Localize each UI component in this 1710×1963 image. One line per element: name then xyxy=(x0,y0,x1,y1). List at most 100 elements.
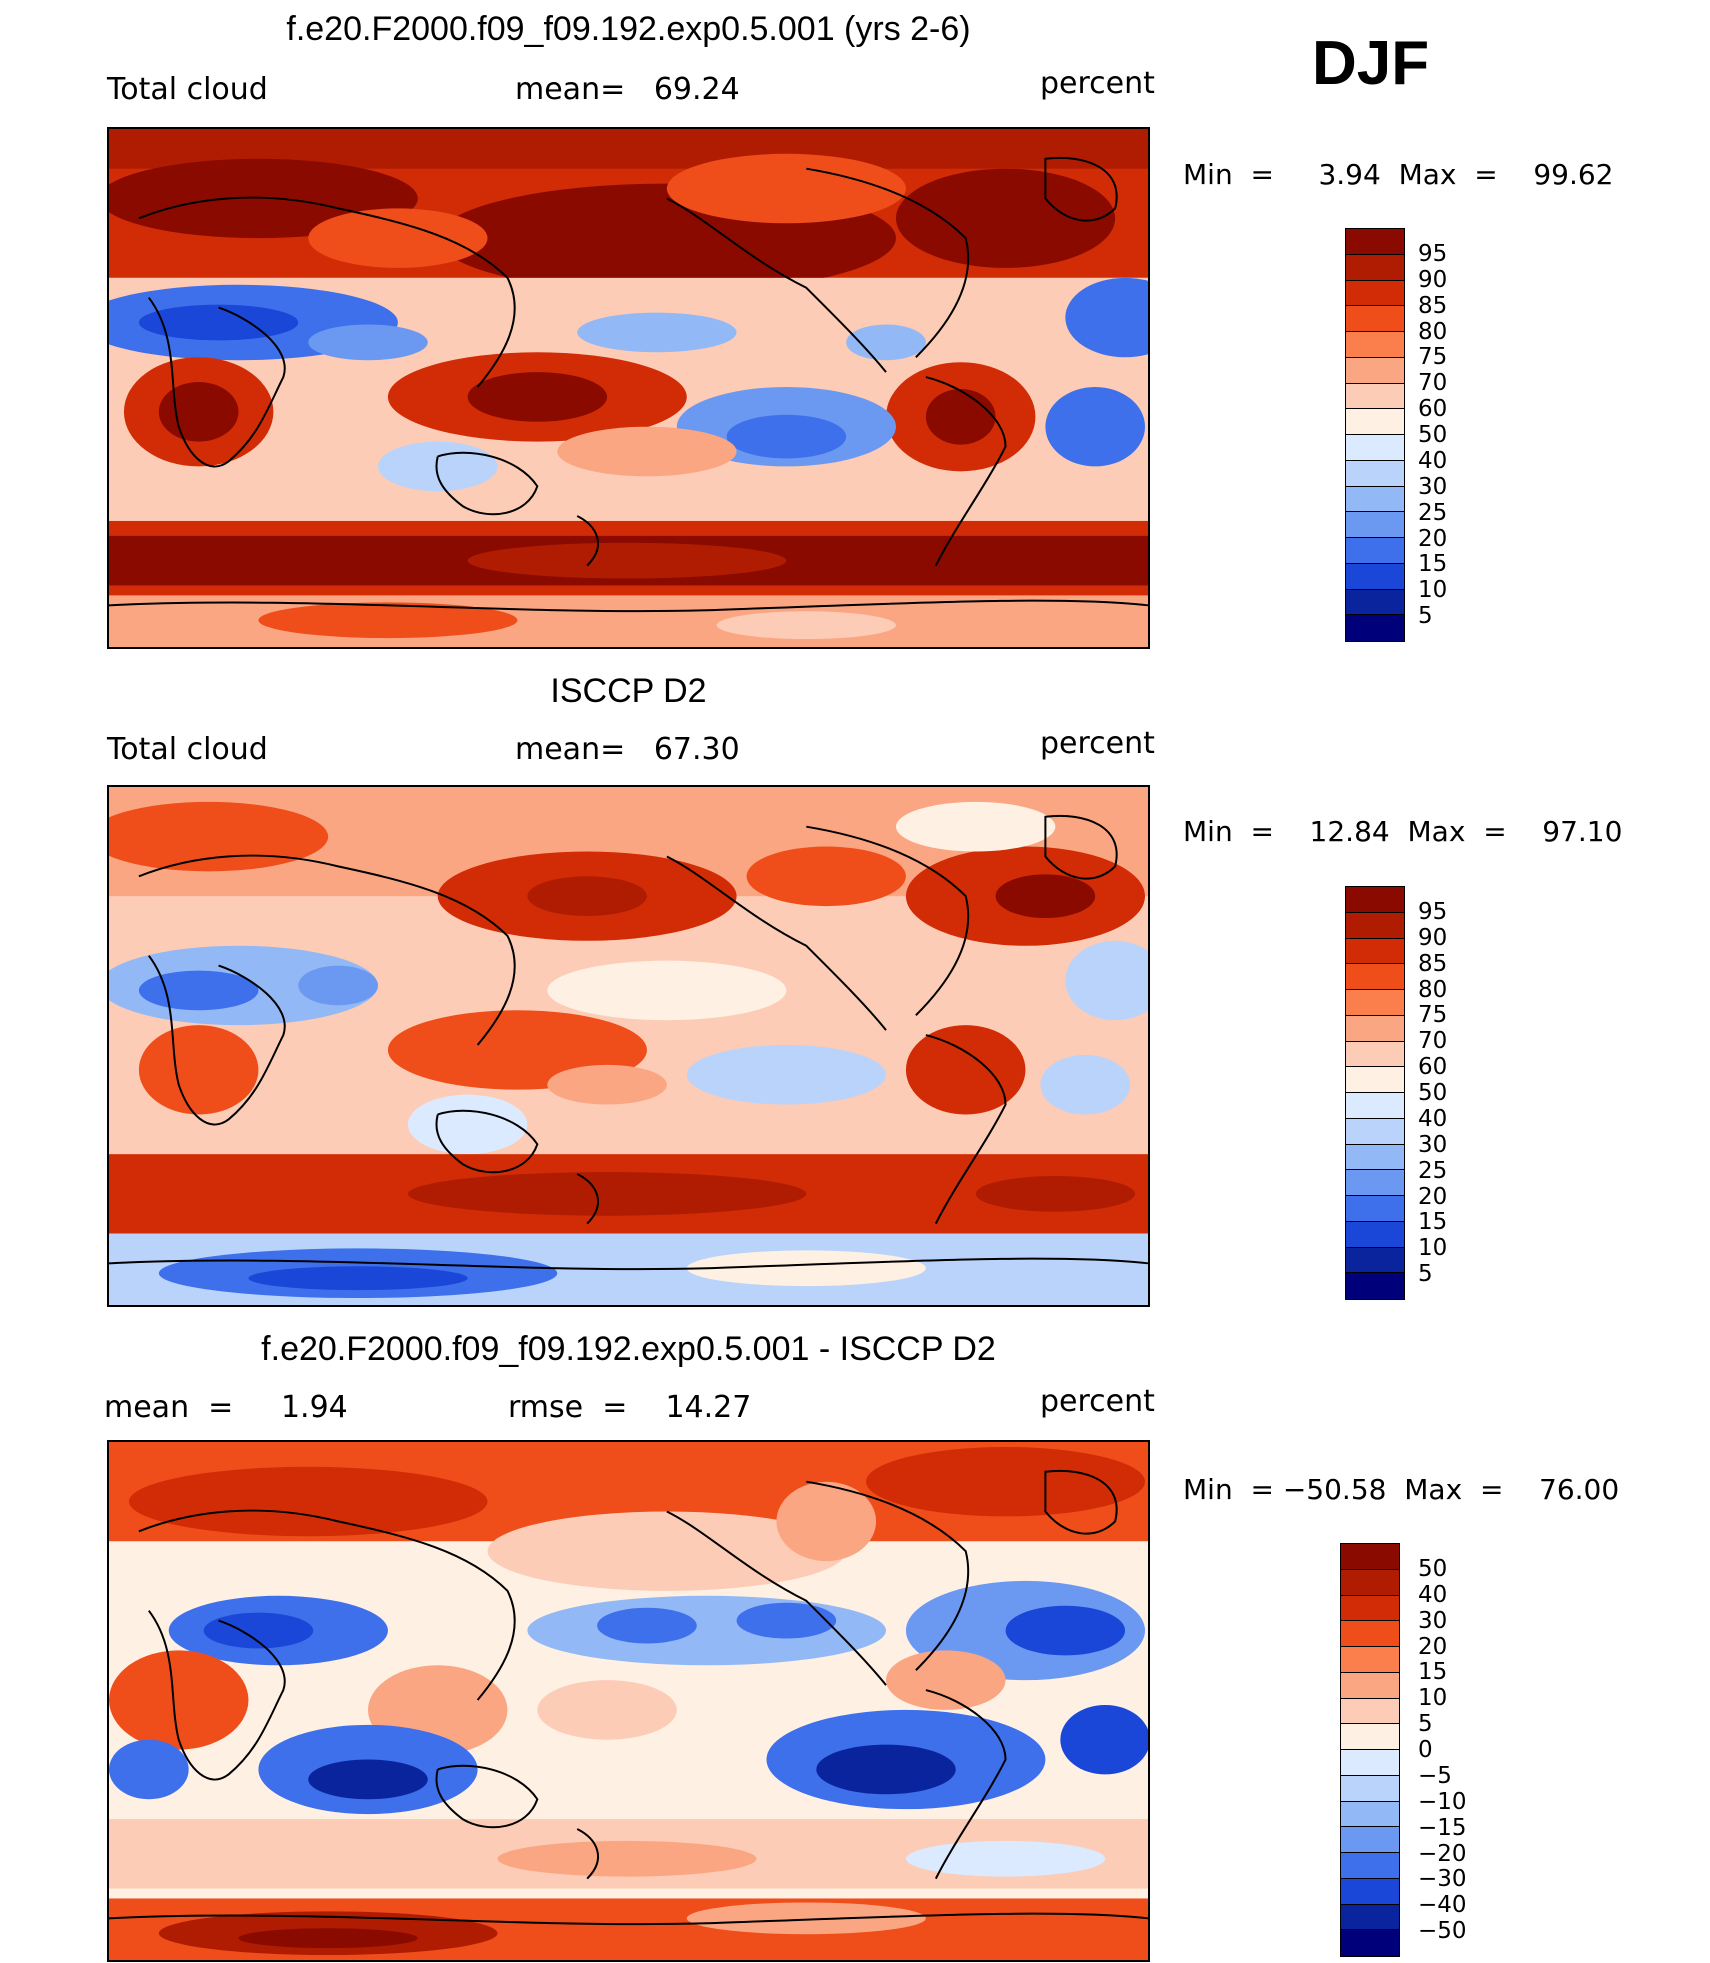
colorbar-level-label: 20 xyxy=(1418,525,1448,552)
colorbar-level-label: −10 xyxy=(1418,1788,1467,1815)
panel-1-map xyxy=(107,127,1150,649)
panel-3-title: f.e20.F2000.f09_f09.192.exp0.5.001 - ISC… xyxy=(261,1330,996,1368)
season-label: DJF xyxy=(1312,29,1430,98)
colorbar-level-label: 50 xyxy=(1418,1080,1448,1106)
colorbar-level-label: 85 xyxy=(1418,950,1448,977)
colorbar-level-label: 85 xyxy=(1418,292,1448,319)
colorbar-swatch xyxy=(1341,1672,1399,1699)
colorbar-swatch xyxy=(1346,589,1404,616)
colorbar-swatch xyxy=(1346,563,1404,590)
colorbar-swatch xyxy=(1341,1878,1399,1905)
colorbar-swatch xyxy=(1346,938,1404,965)
panel-1-contour-field xyxy=(109,129,1148,647)
colorbar-swatch xyxy=(1346,512,1404,538)
panel-3-map xyxy=(107,1440,1150,1962)
panel-1-variable-label: Total cloud xyxy=(107,72,268,107)
colorbar-level-label: 10 xyxy=(1418,577,1448,604)
colorbar-level-label: 40 xyxy=(1418,1105,1448,1132)
colorbar-swatch xyxy=(1346,887,1404,913)
colorbar-level-label: 70 xyxy=(1418,1028,1448,1055)
colorbar-swatch xyxy=(1346,1196,1404,1222)
panel-1-mean-label: mean= 69.24 xyxy=(515,72,740,107)
colorbar-level-label: 15 xyxy=(1418,1659,1448,1686)
colorbar-level-label: 10 xyxy=(1418,1685,1448,1712)
colorbar-level-label: 75 xyxy=(1418,1002,1448,1029)
panel-1-minmax: Min = 3.94 Max = 99.62 xyxy=(1183,158,1614,191)
panel-3-contour-field xyxy=(109,1442,1148,1960)
colorbar-swatch xyxy=(1346,538,1404,564)
colorbar-swatch xyxy=(1346,435,1404,461)
colorbar-level-label: 30 xyxy=(1418,1607,1448,1634)
colorbar-level-label: 5 xyxy=(1418,1711,1433,1738)
colorbar-level-label: 30 xyxy=(1418,473,1448,500)
colorbar-level-label: −50 xyxy=(1418,1918,1467,1945)
colorbar-level-label: −20 xyxy=(1418,1840,1467,1867)
colorbar-swatch xyxy=(1346,990,1404,1016)
colorbar-swatch xyxy=(1346,1170,1404,1196)
colorbar-swatch xyxy=(1346,1247,1404,1274)
colorbar-swatch xyxy=(1346,409,1404,435)
colorbar-level-label: 95 xyxy=(1418,898,1448,925)
colorbar-swatch xyxy=(1341,1544,1399,1570)
colorbar-level-label: 80 xyxy=(1418,318,1448,345)
panel-2-minmax: Min = 12.84 Max = 97.10 xyxy=(1183,815,1623,848)
colorbar-swatch xyxy=(1341,1698,1399,1725)
panel-3-minmax: Min = −50.58 Max = 76.00 xyxy=(1183,1473,1620,1506)
panel-3-units-label: percent xyxy=(1040,1384,1155,1419)
colorbar-level-label: 60 xyxy=(1418,1054,1448,1081)
colorbar-level-label: 5 xyxy=(1418,603,1433,630)
colorbar-level-label: 50 xyxy=(1418,1555,1448,1582)
colorbar-swatch xyxy=(1341,1569,1399,1596)
colorbar-swatch xyxy=(1346,332,1404,358)
colorbar-swatch xyxy=(1346,229,1404,255)
colorbar-level-label: 20 xyxy=(1418,1633,1448,1660)
panel-3-colorbar xyxy=(1340,1543,1400,1957)
colorbar-level-label: 15 xyxy=(1418,551,1448,578)
colorbar-swatch xyxy=(1341,1647,1399,1673)
colorbar-level-label: 40 xyxy=(1418,1581,1448,1608)
colorbar-level-label: 20 xyxy=(1418,1183,1448,1210)
colorbar-level-label: 70 xyxy=(1418,370,1448,397)
colorbar-level-label: −30 xyxy=(1418,1866,1467,1893)
panel-2-map xyxy=(107,785,1150,1307)
colorbar-level-label: 40 xyxy=(1418,447,1448,474)
colorbar-swatch xyxy=(1346,964,1404,990)
colorbar-level-label: 10 xyxy=(1418,1235,1448,1262)
colorbar-swatch xyxy=(1346,912,1404,939)
colorbar-swatch xyxy=(1346,1093,1404,1119)
colorbar-swatch xyxy=(1341,1801,1399,1828)
colorbar-swatch xyxy=(1346,280,1404,307)
colorbar-level-label: 0 xyxy=(1418,1737,1433,1763)
colorbar-swatch xyxy=(1341,1827,1399,1853)
panel-2-variable-label: Total cloud xyxy=(107,732,268,767)
colorbar-swatch xyxy=(1341,1724,1399,1750)
colorbar-level-label: 5 xyxy=(1418,1261,1433,1288)
colorbar-swatch xyxy=(1341,1904,1399,1931)
colorbar-level-label: 90 xyxy=(1418,266,1448,293)
panel-1-title: f.e20.F2000.f09_f09.192.exp0.5.001 (yrs … xyxy=(286,10,971,48)
colorbar-swatch xyxy=(1346,254,1404,281)
colorbar-swatch xyxy=(1346,1144,1404,1171)
colorbar-level-label: 15 xyxy=(1418,1209,1448,1236)
colorbar-swatch xyxy=(1346,383,1404,410)
colorbar-swatch xyxy=(1341,1750,1399,1776)
colorbar-swatch xyxy=(1346,460,1404,487)
colorbar-level-label: 95 xyxy=(1418,240,1448,267)
panel-2-units-label: percent xyxy=(1040,726,1155,761)
colorbar-level-label: 50 xyxy=(1418,422,1448,448)
colorbar-swatch xyxy=(1341,1775,1399,1802)
panel-2-mean-label: mean= 67.30 xyxy=(515,732,740,767)
colorbar-level-label: 60 xyxy=(1418,396,1448,423)
colorbar-swatch xyxy=(1346,357,1404,384)
colorbar-swatch xyxy=(1346,1041,1404,1068)
colorbar-swatch xyxy=(1346,1273,1404,1299)
colorbar-swatch xyxy=(1346,1118,1404,1145)
colorbar-level-label: 25 xyxy=(1418,499,1448,526)
colorbar-swatch xyxy=(1346,486,1404,513)
colorbar-swatch xyxy=(1341,1930,1399,1956)
colorbar-swatch xyxy=(1346,1067,1404,1093)
panel-1-units-label: percent xyxy=(1040,66,1155,101)
colorbar-swatch xyxy=(1341,1853,1399,1879)
colorbar-level-label: −5 xyxy=(1418,1762,1452,1789)
panel-1-colorbar xyxy=(1345,228,1405,642)
